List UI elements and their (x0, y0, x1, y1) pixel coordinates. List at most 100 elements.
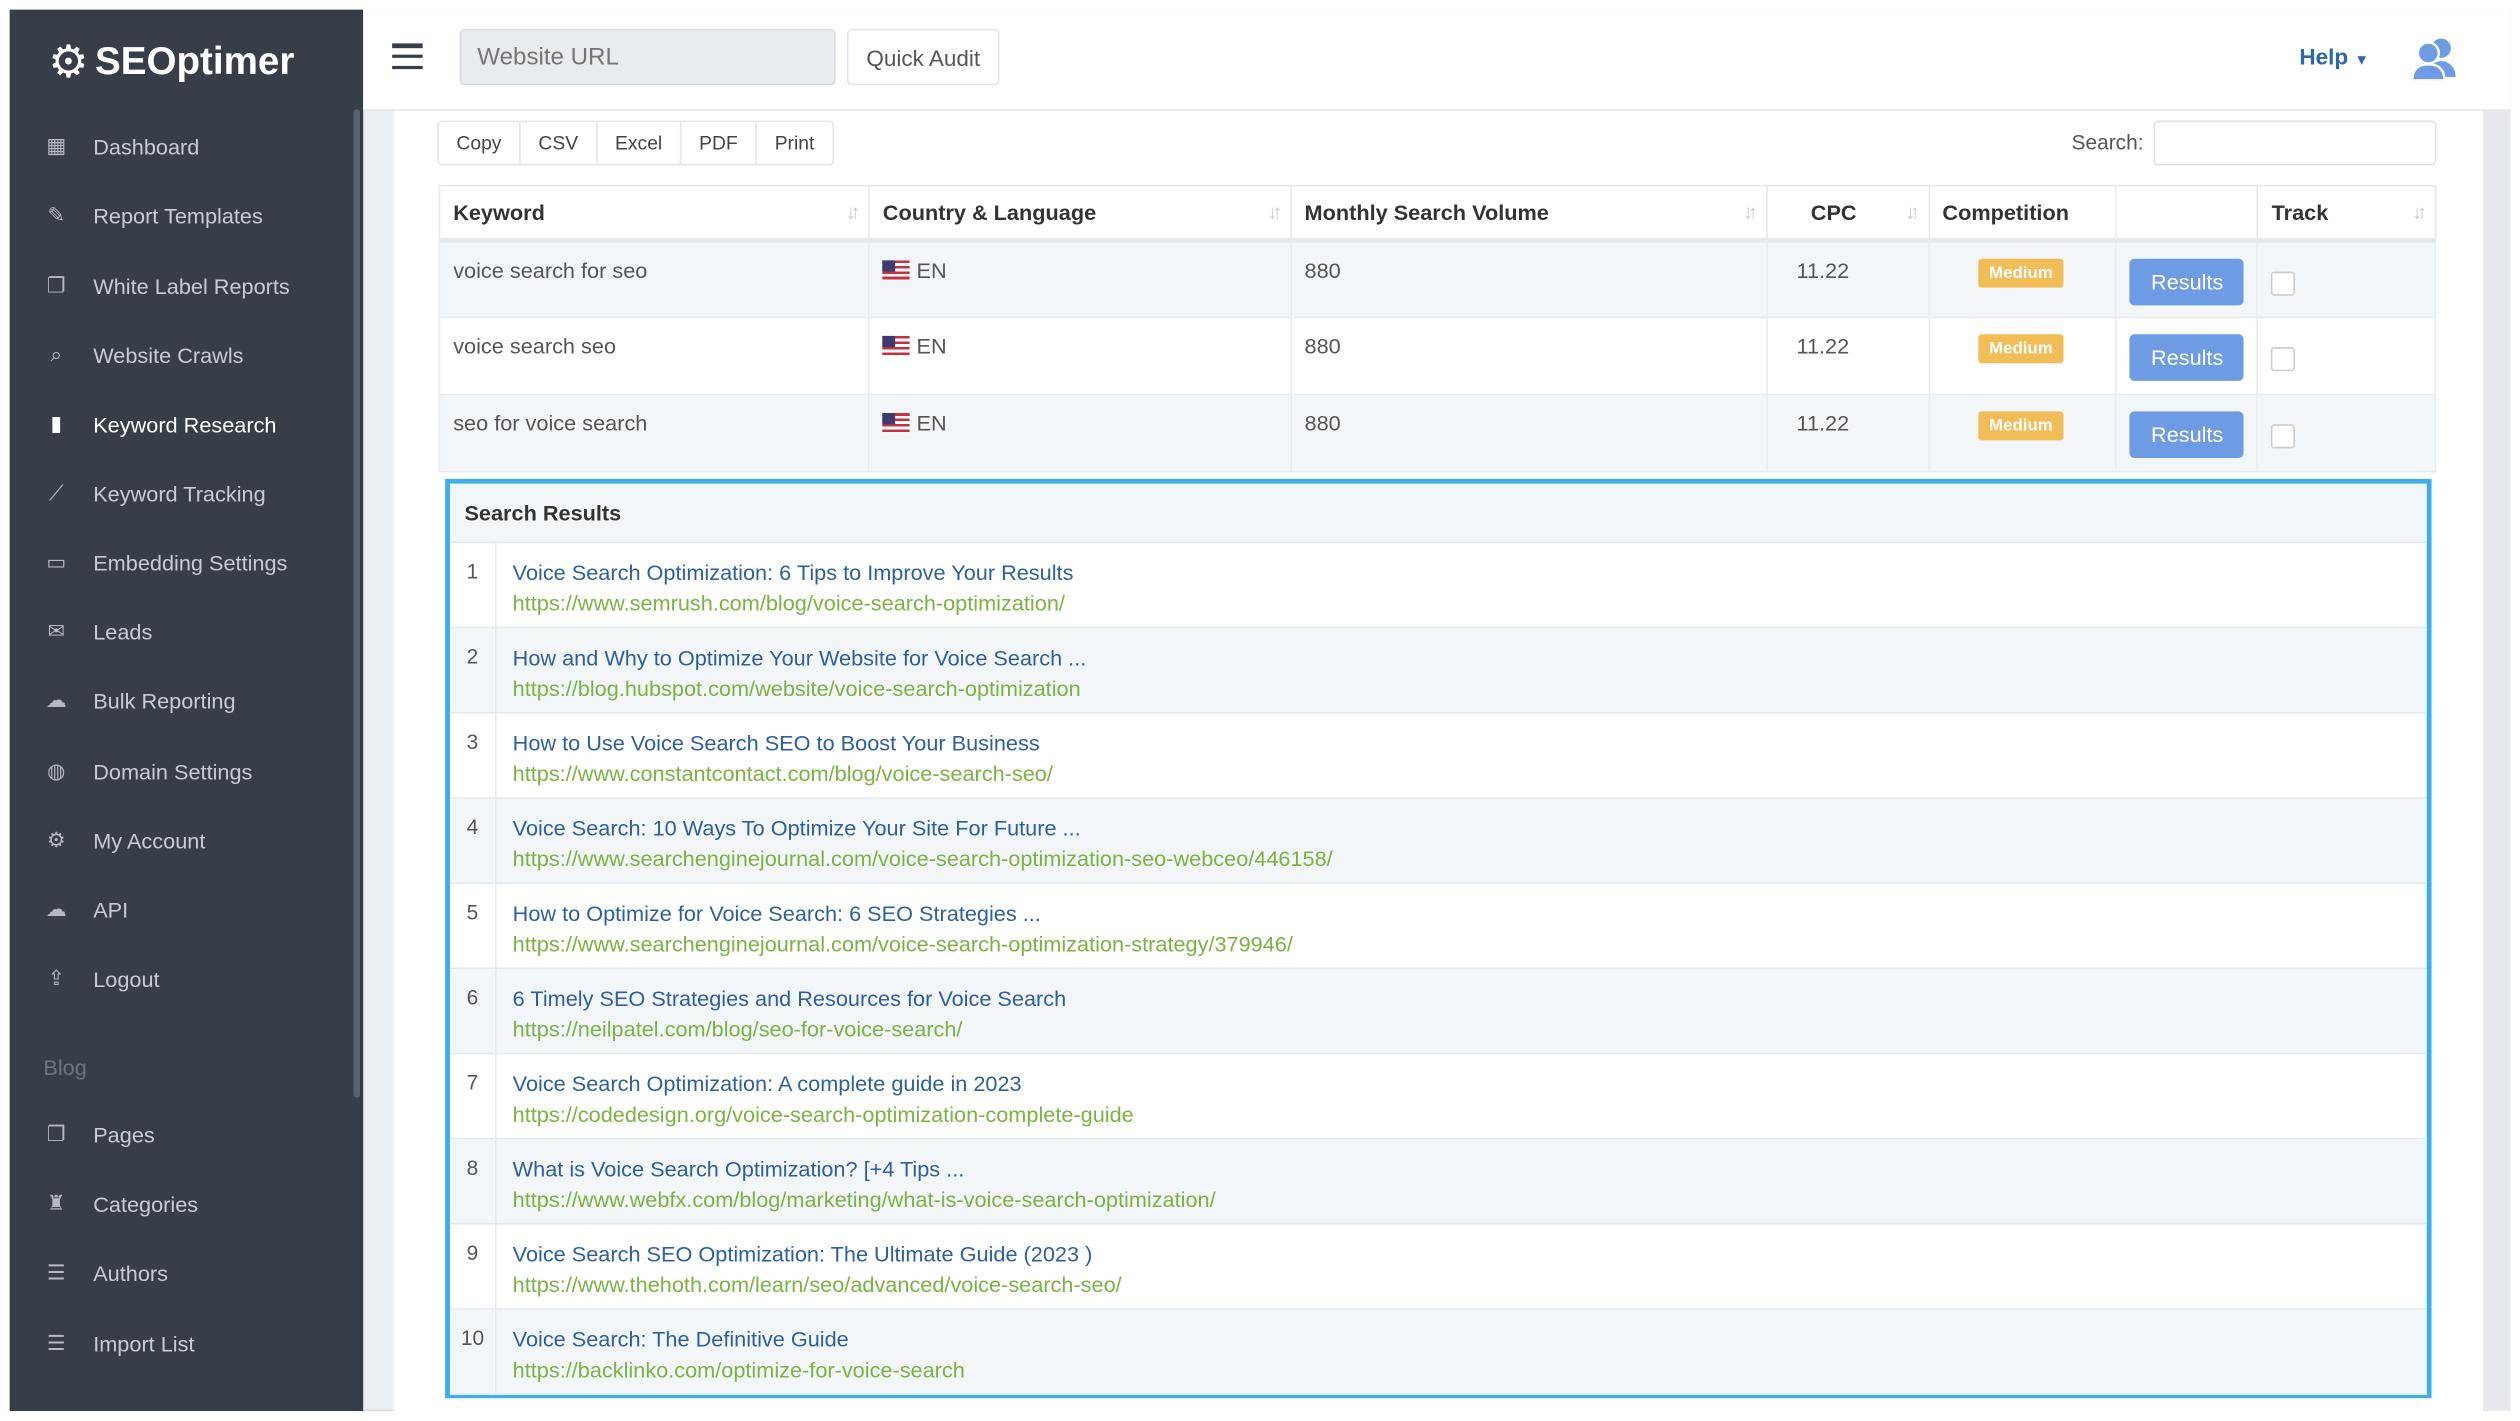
result-title-link[interactable]: Voice Search SEO Optimization: The Ultim… (512, 1242, 1093, 1267)
result-title-link[interactable]: How to Optimize for Voice Search: 6 SEO … (512, 901, 1041, 926)
sidebar-item-pages[interactable]: ❐ Pages (10, 1111, 354, 1159)
result-url-link[interactable]: https://backlinko.com/optimize-for-voice… (512, 1357, 965, 1383)
action-cell: Results (2115, 239, 2259, 319)
search-result-item: 4 Voice Search: 10 Ways To Optimize Your… (449, 798, 2427, 884)
keyword-cell: voice search seo (438, 316, 870, 396)
result-title-link[interactable]: Voice Search Optimization: 6 Tips to Imp… (512, 560, 1074, 585)
country-language-cell: EN (868, 393, 1292, 473)
page-scrollbar[interactable] (2482, 110, 2511, 1412)
sidebar-item-authors[interactable]: ☰ Authors (10, 1249, 354, 1297)
sidebar-item-label: Embedding Settings (93, 550, 288, 575)
results-button[interactable]: Results (2130, 411, 2245, 459)
us-flag-icon (882, 413, 911, 433)
result-url-link[interactable]: https://blog.hubspot.com/website/voice-s… (512, 676, 1081, 701)
track-checkbox[interactable] (2271, 347, 2296, 372)
sidebar-item-label: Keyword Research (93, 412, 277, 437)
sidebar-item-report-templates[interactable]: ✎ Report Templates (10, 191, 354, 239)
hamburger-menu-icon[interactable] (392, 43, 423, 70)
user-account-icon[interactable] (2411, 35, 2459, 81)
table-row: voice search seo EN 880 11.22 Medium Res… (438, 316, 2437, 396)
sidebar-item-domain-settings[interactable]: ◍ Domain Settings (10, 747, 354, 795)
competition-badge: Medium (1977, 411, 2065, 441)
embed-icon: ▭ (46, 549, 67, 574)
result-title-link[interactable]: Voice Search: 10 Ways To Optimize Your S… (512, 816, 1081, 841)
result-title-link[interactable]: How to Use Voice Search SEO to Boost You… (512, 731, 1040, 756)
sidebar-item-keyword-research[interactable]: ▮ Keyword Research (10, 400, 354, 448)
sidebar-item-keyword-tracking[interactable]: ⟋ Keyword Tracking (10, 469, 354, 517)
files-icon: ❐ (46, 273, 66, 298)
result-url-link[interactable]: https://www.constantcontact.com/blog/voi… (512, 761, 1053, 786)
logo[interactable]: ⚙ SEOptimer (48, 36, 295, 87)
list-icon: ☰ (46, 1259, 66, 1285)
result-url-link[interactable]: https://www.searchenginejournal.com/voic… (512, 932, 1293, 957)
result-url-link[interactable]: https://www.semrush.com/blog/voice-searc… (512, 591, 1065, 616)
copy-button[interactable]: Copy (439, 122, 521, 164)
header-monthly-search-volume[interactable]: Monthly Search Volume ↓↑ (1290, 184, 1768, 243)
volume-cell: 880 (1290, 316, 1768, 396)
search-result-item: 6 6 Timely SEO Strategies and Resources … (449, 969, 2427, 1055)
sidebar: ⚙ SEOptimer ▦ Dashboard ✎ Report Templates ❐… (9, 9, 364, 1412)
sidebar-item-white-label-reports[interactable]: ❐ White Label Reports (10, 262, 354, 310)
sidebar-scrollbar[interactable] (353, 109, 360, 1098)
sidebar-item-import-list[interactable]: ☰ Import List (10, 1319, 354, 1367)
result-url-link[interactable]: https://www.thehoth.com/learn/seo/advanc… (512, 1272, 1122, 1297)
envelope-icon: ✉ (47, 618, 66, 643)
sidebar-item-api[interactable]: ☁ API (10, 886, 354, 934)
logo-gear-icon: ⚙ (48, 36, 89, 87)
search-label: Search: (2071, 130, 2144, 155)
blog-section-label: Blog (43, 1055, 87, 1080)
table-search-input[interactable] (2153, 120, 2437, 166)
help-dropdown[interactable]: Help ▼ (2299, 43, 2369, 70)
result-title-link[interactable]: How and Why to Optimize Your Website for… (512, 646, 1087, 671)
csv-button[interactable]: CSV (521, 122, 598, 164)
sidebar-item-dashboard[interactable]: ▦ Dashboard (10, 122, 354, 170)
result-title-link[interactable]: 6 Timely SEO Strategies and Resources fo… (512, 986, 1067, 1011)
quick-audit-button[interactable]: Quick Audit (846, 28, 1000, 86)
header-track[interactable]: Track ↓↑ (2257, 184, 2437, 243)
excel-button[interactable]: Excel (597, 122, 682, 164)
sidebar-item-website-crawls[interactable]: ⌕ Website Crawls (10, 331, 354, 379)
website-url-input[interactable] (459, 28, 836, 86)
search-result-item: 9 Voice Search SEO Optimization: The Ult… (449, 1224, 2427, 1310)
cpc-cell: 11.22 (1765, 316, 1930, 396)
edit-icon: ✎ (47, 202, 66, 227)
track-checkbox[interactable] (2271, 424, 2296, 449)
result-url-link[interactable]: https://www.searchenginejournal.com/voic… (512, 846, 1333, 872)
us-flag-icon (882, 335, 911, 356)
result-rank: 5 (450, 883, 497, 968)
header-country-language[interactable]: Country & Language ↓↑ (868, 184, 1292, 243)
sidebar-item-bulk-reporting[interactable]: ☁ Bulk Reporting (10, 677, 354, 725)
dashboard-icon: ▦ (46, 133, 67, 158)
list-icon: ☰ (46, 1330, 66, 1355)
results-button[interactable]: Results (2130, 258, 2245, 306)
tracking-icon: ⟋ (48, 480, 64, 505)
result-rank: 10 (450, 1309, 497, 1394)
sidebar-item-logout[interactable]: ⇪ Logout (10, 955, 354, 1003)
sidebar-item-my-account[interactable]: ⚙ My Account (10, 816, 354, 864)
print-button[interactable]: Print (774, 131, 815, 155)
sidebar-item-leads[interactable]: ✉ Leads (10, 607, 354, 655)
sidebar-item-label: White Label Reports (93, 274, 290, 299)
result-url-link[interactable]: https://codedesign.org/voice-search-opti… (512, 1102, 1134, 1127)
sidebar-item-label: Authors (93, 1260, 168, 1285)
result-title-link[interactable]: Voice Search Optimization: A complete gu… (512, 1071, 1022, 1097)
search-results-panel: Search Results 1 Voice Search Optimizati… (445, 478, 2432, 1399)
sidebar-item-categories[interactable]: ♜ Categories (10, 1180, 354, 1228)
sidebar-item-embedding-settings[interactable]: ▭ Embedding Settings (10, 538, 354, 586)
results-button[interactable]: Results (2130, 334, 2245, 381)
result-url-link[interactable]: https://neilpatel.com/blog/seo-for-voice… (512, 1017, 963, 1042)
header-cpc[interactable]: CPC ↓↑ (1765, 184, 1930, 243)
result-url-link[interactable]: https://www.webfx.com/blog/marketing/wha… (512, 1187, 1216, 1212)
result-title-link[interactable]: What is Voice Search Optimization? [+4 T… (512, 1157, 965, 1182)
header-keyword[interactable]: Keyword ↓↑ (438, 184, 870, 243)
competition-badge: Medium (1977, 258, 2065, 288)
search-result-item: 1 Voice Search Optimization: 6 Tips to I… (449, 543, 2427, 629)
result-rank: 6 (450, 969, 497, 1053)
country-language-cell: EN (868, 239, 1292, 319)
result-title-link[interactable]: Voice Search: The Definitive Guide (512, 1327, 849, 1352)
globe-icon: ◍ (47, 758, 66, 783)
track-cell (2257, 393, 2437, 473)
pdf-button[interactable]: PDF (681, 122, 758, 164)
search-results-title: Search Results (449, 483, 2427, 544)
track-checkbox[interactable] (2271, 271, 2296, 296)
